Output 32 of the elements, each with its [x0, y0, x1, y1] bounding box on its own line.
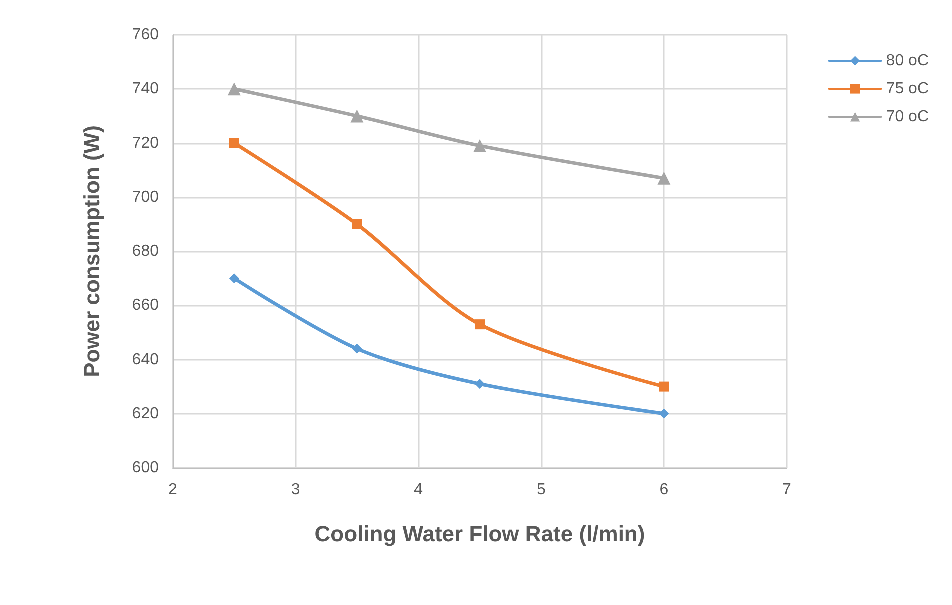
- point: [352, 219, 362, 230]
- point: [229, 274, 240, 284]
- point: [352, 344, 362, 354]
- y-tick-label: 760: [132, 26, 160, 44]
- point: [475, 379, 485, 390]
- point: [659, 382, 670, 392]
- x-tick-label: 4: [414, 482, 424, 498]
- legend-label: 80 oC: [886, 52, 930, 70]
- x-tick-label: 6: [660, 482, 669, 498]
- y-tick-label: 700: [132, 188, 160, 206]
- y-tick-label: 640: [132, 351, 160, 368]
- x-tick-label: 2: [168, 482, 178, 498]
- x-axis-title: Cooling Water Flow Rate (l/min): [314, 522, 646, 546]
- point: [228, 82, 241, 96]
- point: [658, 172, 671, 185]
- y-axis-title: Power consumption (W): [80, 126, 104, 378]
- point: [659, 408, 670, 419]
- x-tick-label: 5: [536, 482, 546, 498]
- y-tick-label: 660: [132, 297, 160, 314]
- x-tick-label: 3: [291, 482, 300, 498]
- point: [229, 138, 240, 148]
- y-tick-label: 600: [132, 460, 160, 476]
- legend-label: 75 oC: [886, 80, 930, 98]
- y-tick-label: 740: [132, 80, 160, 98]
- point: [474, 139, 486, 152]
- x-tick-label: 7: [782, 482, 792, 498]
- point: [350, 110, 364, 123]
- point: [475, 320, 485, 330]
- y-tick-label: 620: [132, 405, 160, 422]
- y-tick-label: 680: [132, 243, 160, 260]
- legend-label: 70 oC: [886, 108, 930, 126]
- y-tick-label: 720: [132, 134, 160, 152]
